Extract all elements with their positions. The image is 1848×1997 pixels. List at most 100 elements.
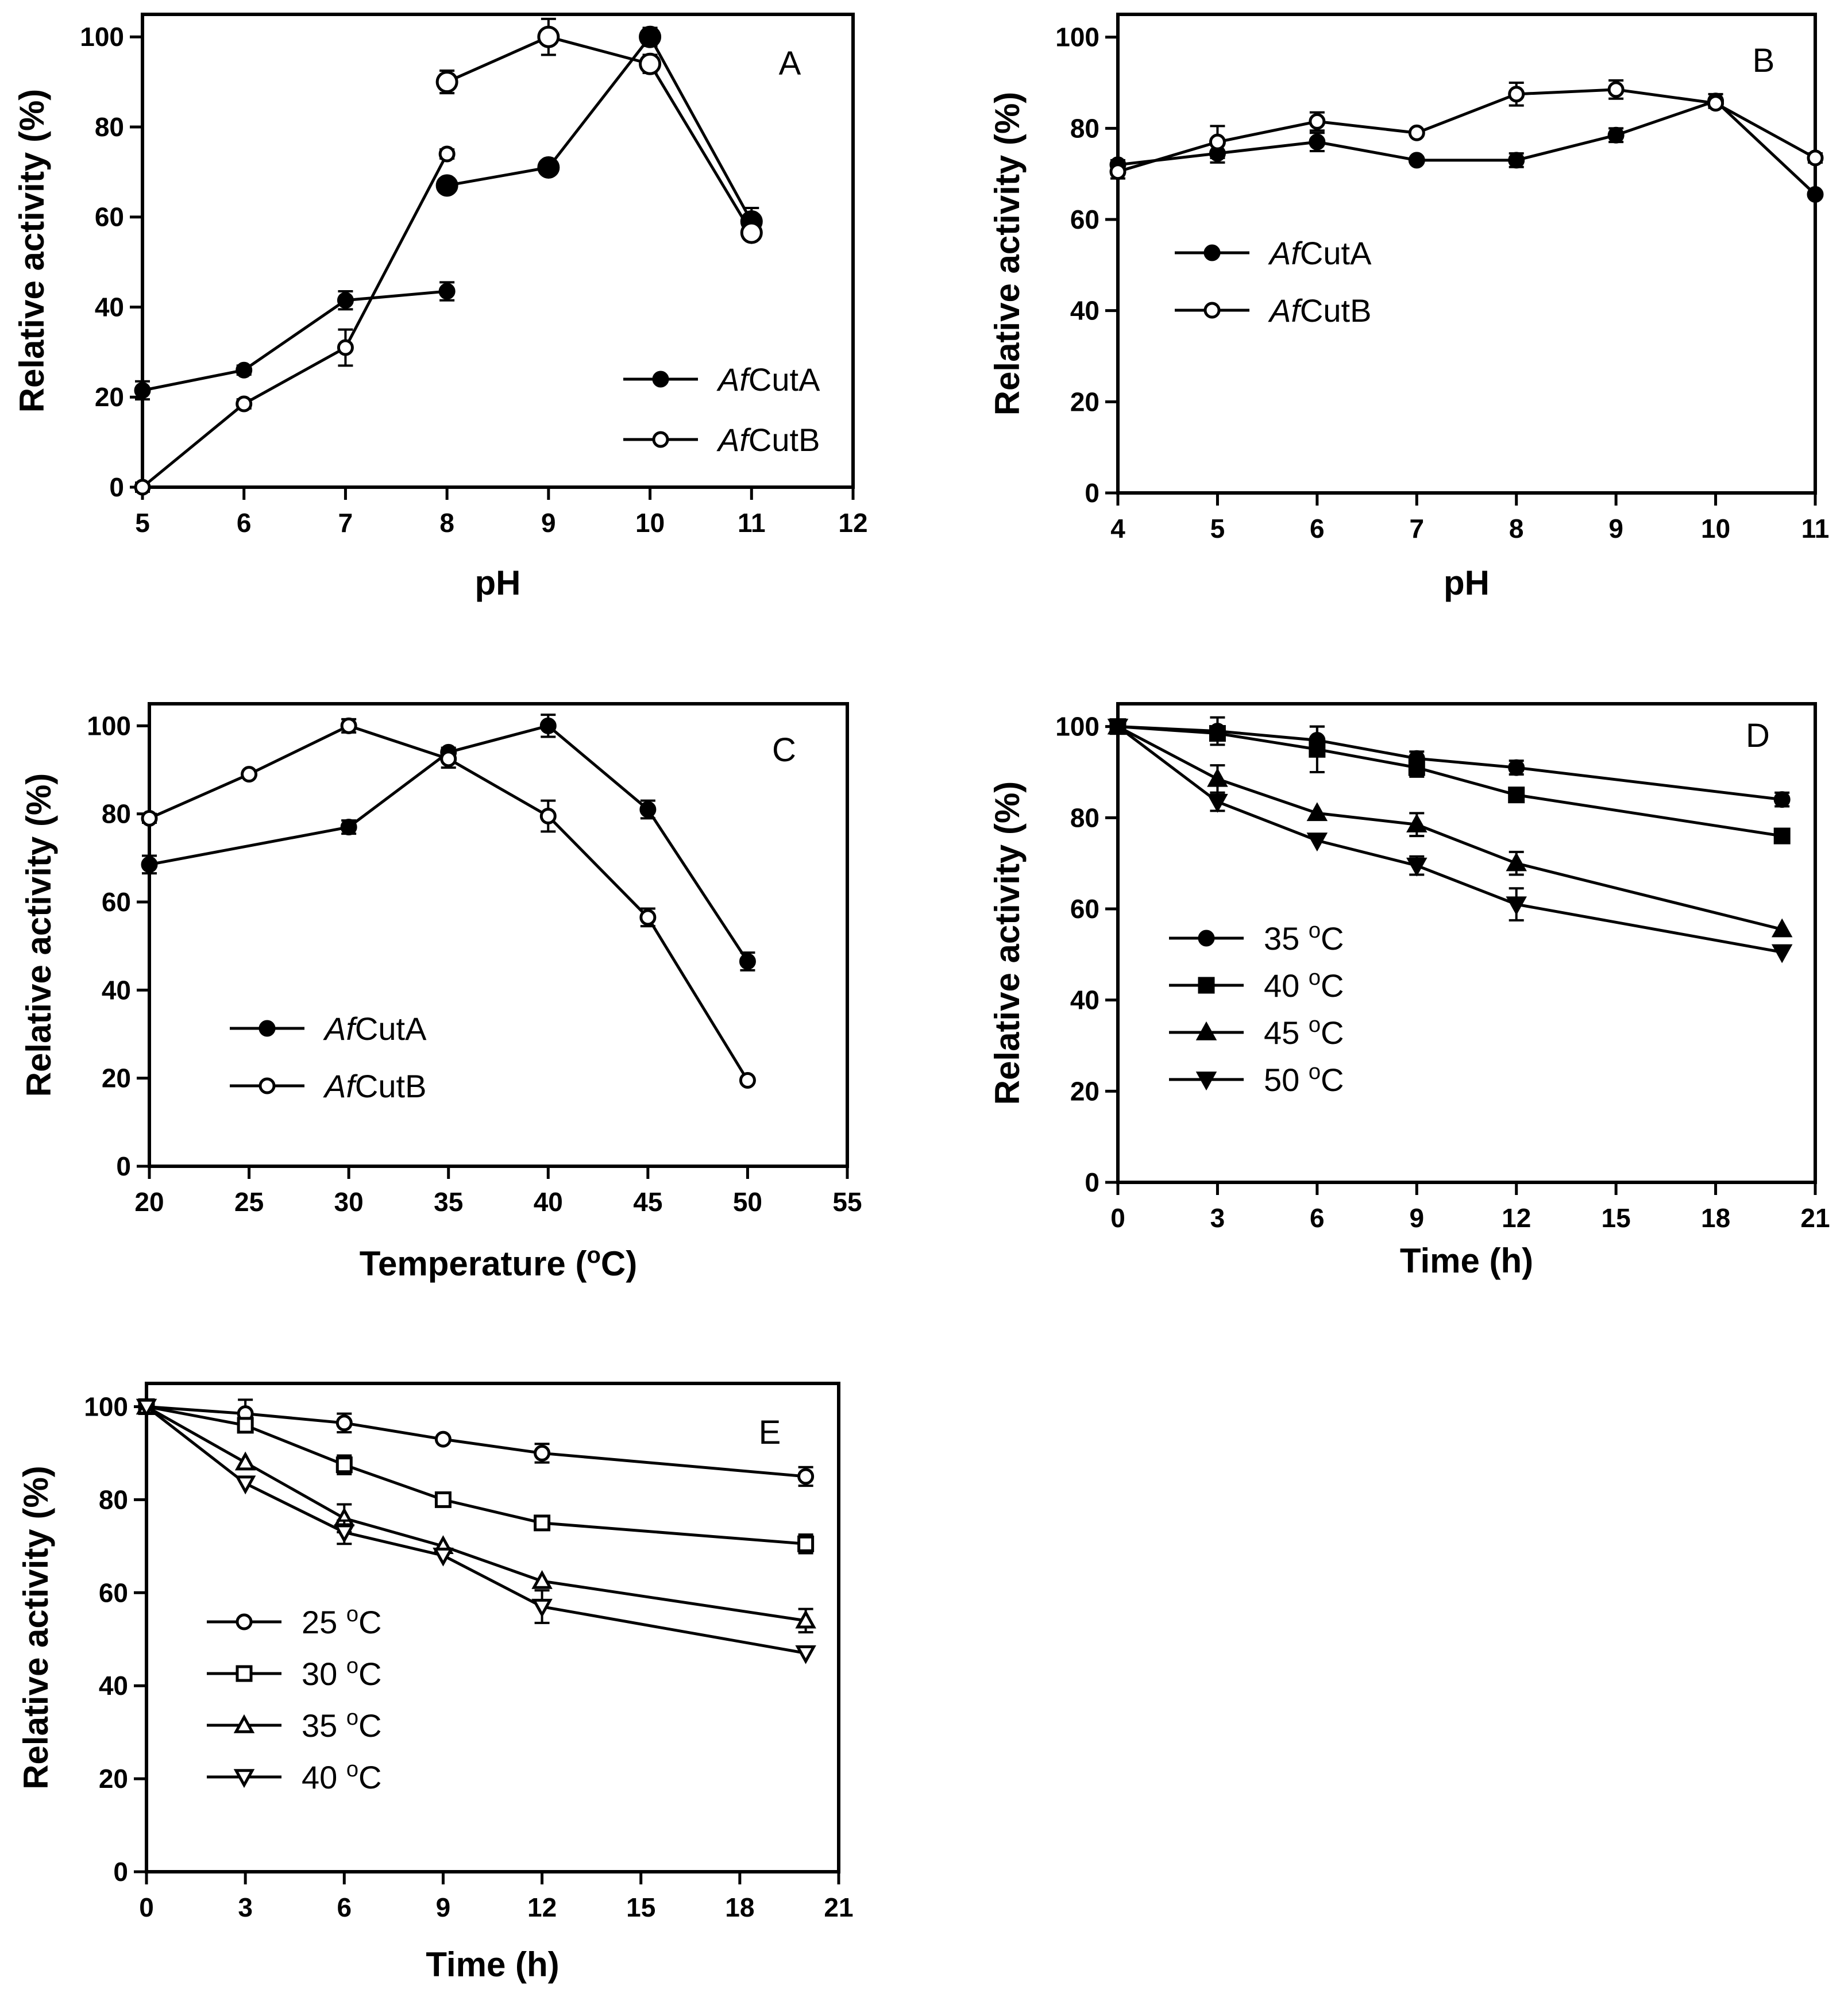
data-point [440,750,457,768]
series-line [1117,725,1783,801]
y-tick-label: 60 [1070,894,1099,924]
x-tick-label: 6 [1310,514,1325,543]
data-point [534,1514,551,1532]
data-point [434,1491,452,1508]
data-point [739,953,756,970]
data-point [337,339,354,356]
series-afcuta [134,281,456,401]
data-point [438,145,456,163]
data-point [1508,759,1525,776]
legend-marker [1203,302,1221,319]
data-point [234,1451,256,1471]
data-point [1309,113,1326,130]
legend-label-main: 40 [302,1759,346,1795]
data-point [141,809,158,827]
y-tick-label: 0 [109,472,124,502]
legend-label: AfCutA [323,1011,427,1047]
series-line [141,153,449,488]
y-tick-label: 60 [95,202,124,232]
legend-label: 45 oC [1264,1013,1344,1051]
legend-marker [259,1077,276,1094]
panel-c: 20 25 30 35 40 45 50 55020406080100Temperature … [20,702,862,1283]
legend: AfCutA AfCutB [230,1011,427,1104]
legend-label: AfCutB [323,1068,426,1104]
panel-e: 0 3 6 9 12 15 18 21 0 20 40 60 80 100 Time (h) Relative… [17,1382,854,1984]
y-tick-label: 60 [99,1578,128,1607]
y-axis-title: Relative activity (%) [988,92,1027,416]
series-line [146,1405,806,1545]
data-point [236,361,253,379]
y-tick-label: 40 [102,975,131,1005]
legend-label-end: C [1321,1015,1344,1051]
y-tick-label: 20 [1070,1076,1099,1106]
legend-label-main: 25 [302,1604,346,1640]
legend-label-italic: Af [323,1011,358,1047]
x-tick-label: 6 [237,508,252,538]
x-tick-label: 15 [626,1892,655,1922]
panel-letter: A [779,45,801,82]
data-point [340,717,357,734]
data-point [234,1475,256,1495]
series-afcutb [134,145,456,496]
series-afcutb [435,17,763,244]
legend-label-end: C [358,1604,381,1640]
y-tick-label: 60 [1070,205,1099,234]
data-point [797,1468,815,1485]
series-afcuta [141,714,756,971]
y-tick-label: 100 [87,711,131,741]
legend-label-main: 30 [302,1656,346,1692]
series-35-oc [136,1395,816,1634]
x-tick-label: 9 [436,1892,451,1922]
data-point [1773,791,1791,808]
x-tick-label: 5 [1210,514,1225,543]
x-tick-label: 7 [1409,514,1424,543]
legend-label-sup: o [1309,1013,1321,1037]
x-tick-label: 55 [832,1187,862,1217]
data-point [639,25,662,48]
y-tick-label: 80 [1070,803,1099,832]
plot-frame [1116,13,1817,495]
y-tick-label: 100 [84,1391,128,1421]
y-tick-label: 100 [1055,712,1099,742]
x-tick-label: 20 [134,1187,164,1217]
series-line [1117,725,1783,954]
data-point [434,1431,452,1448]
y-axis-title: Relative activity (%) [13,89,51,413]
y-tick-label: 40 [99,1671,128,1701]
legend-label: AfCutA [1268,235,1372,271]
data-point [1506,896,1527,916]
y-tick-label: 0 [1085,1167,1099,1197]
series-50-oc [1107,718,1793,963]
legend-marker [233,1769,255,1788]
data-point [134,381,151,399]
legend-marker [259,1020,276,1037]
x-tick-label: 18 [725,1892,754,1922]
data-point [1207,768,1228,787]
x-axis-title: pH [1444,564,1490,602]
legend-marker [1198,977,1215,994]
x-tick-label: 40 [534,1187,563,1217]
y-tick-label: 100 [80,22,124,52]
legend-label: 35 oC [302,1706,381,1744]
plot-frame [141,13,855,489]
legend-label-italic: Af [1268,235,1303,271]
y-tick-label: 0 [113,1857,128,1887]
data-point [531,1598,553,1618]
data-point [334,1524,355,1544]
panel-letter: E [759,1414,781,1451]
legend-label-end: C [1321,1062,1344,1098]
legend-marker [1195,1021,1217,1040]
data-point [1209,725,1226,742]
x-tick-label: 10 [1701,514,1730,543]
legend-label-rest: CutA [355,1011,427,1047]
x-tick-label: 0 [139,1892,154,1922]
legend-marker [1195,1071,1217,1091]
data-point [1207,793,1228,813]
x-tick-label: 6 [1310,1203,1325,1233]
data-point [1408,152,1425,169]
series-line [142,290,447,392]
x-tick-label: 11 [738,508,766,538]
plot-frame [148,702,849,1168]
